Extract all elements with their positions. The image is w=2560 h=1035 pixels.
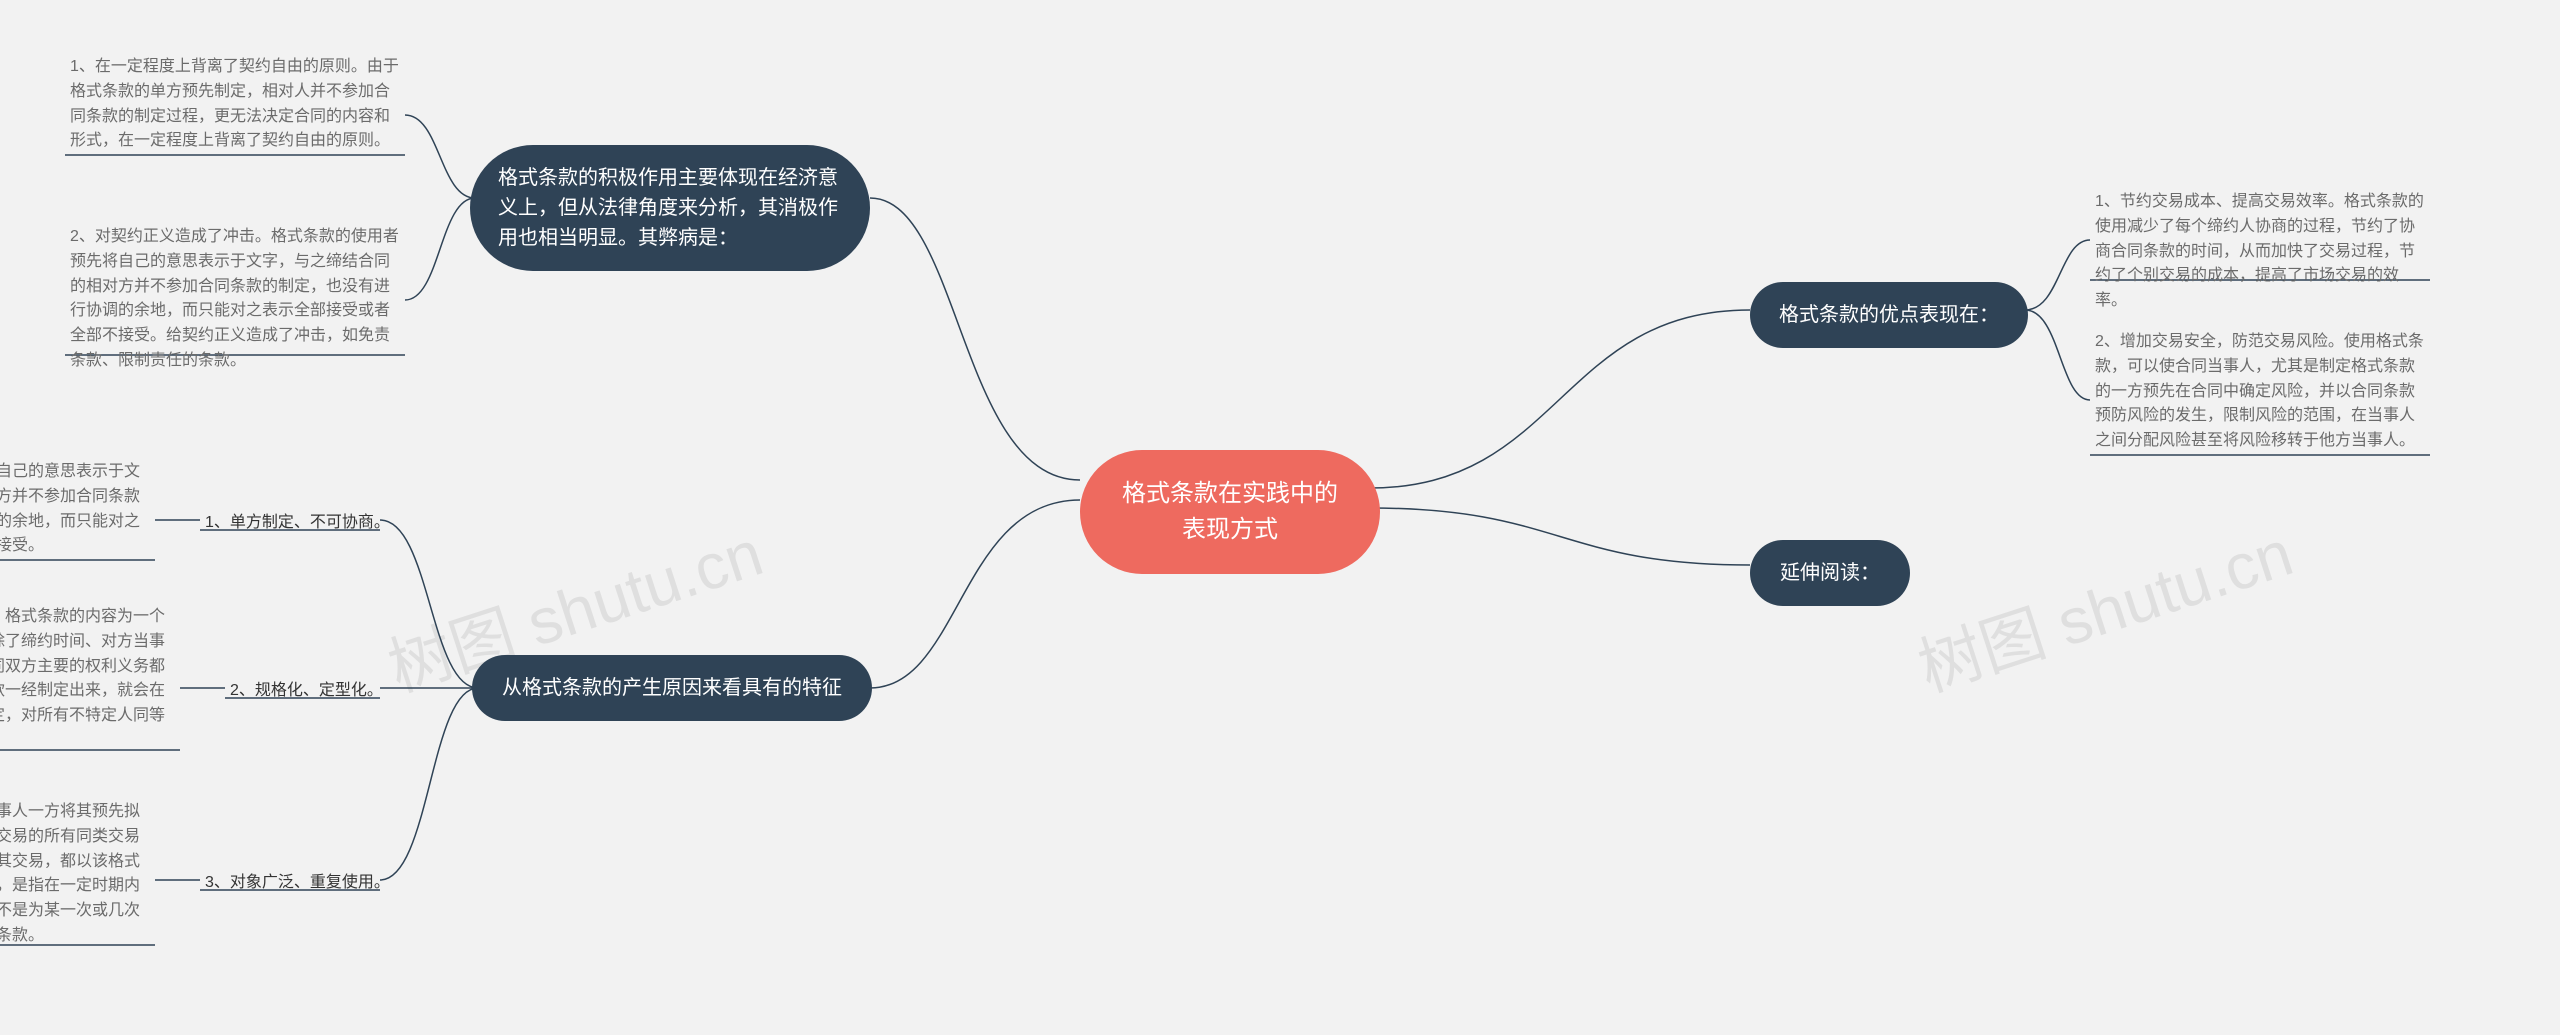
feature-3-title: 3、对象广泛、重复使用。 bbox=[205, 868, 390, 892]
branch-drawbacks-label: 格式条款的积极作用主要体现在经济意义上，但从法律角度来分析，其消极作用也相当明显… bbox=[498, 163, 842, 253]
watermark-2: 树图 shutu.cn bbox=[1905, 502, 2302, 709]
feature-3-text: 适用对象的广泛性是指当事人一方将其预先拟定的格式条款适用于与其交易的所有同类交易… bbox=[0, 800, 155, 949]
branch-extended: 延伸阅读： bbox=[1750, 540, 1910, 606]
feature-1-text: 格式条款的使用者预先将自己的意思表示于文字，与之缔结合同的相对方并不参加合同条款… bbox=[0, 460, 155, 559]
branch-features: 从格式条款的产生原因来看具有的特征 bbox=[472, 655, 872, 721]
feature-2-text: 从合同内容方面来说，格式条款的内容为一个整体，不允许变更，除了缔约时间、对方当事… bbox=[0, 605, 180, 754]
leaf-advantage-2: 2、增加交易安全，防范交易风险。使用格式条款，可以使合同当事人，尤其是制定格式条… bbox=[2095, 330, 2430, 454]
root-node: 格式条款在实践中的表现方式 bbox=[1080, 450, 1380, 574]
leaf-drawback-1: 1、在一定程度上背离了契约自由的原则。由于格式条款的单方预先制定，相对人并不参加… bbox=[70, 55, 405, 154]
leaf-drawback-2: 2、对契约正义造成了冲击。格式条款的使用者预先将自己的意思表示于文字，与之缔结合… bbox=[70, 225, 405, 374]
root-label: 格式条款在实践中的表现方式 bbox=[1116, 476, 1344, 548]
feature-2-title: 2、规格化、定型化。 bbox=[230, 676, 383, 700]
branch-features-label: 从格式条款的产生原因来看具有的特征 bbox=[502, 673, 842, 703]
branch-advantages-label: 格式条款的优点表现在： bbox=[1779, 300, 1999, 330]
leaf-advantage-1: 1、节约交易成本、提高交易效率。格式条款的使用减少了每个缔约人协商的过程，节约了… bbox=[2095, 190, 2430, 314]
branch-extended-label: 延伸阅读： bbox=[1780, 558, 1880, 588]
branch-drawbacks: 格式条款的积极作用主要体现在经济意义上，但从法律角度来分析，其消极作用也相当明显… bbox=[470, 145, 870, 271]
branch-advantages: 格式条款的优点表现在： bbox=[1750, 282, 2028, 348]
feature-1-title: 1、单方制定、不可协商。 bbox=[205, 508, 390, 532]
